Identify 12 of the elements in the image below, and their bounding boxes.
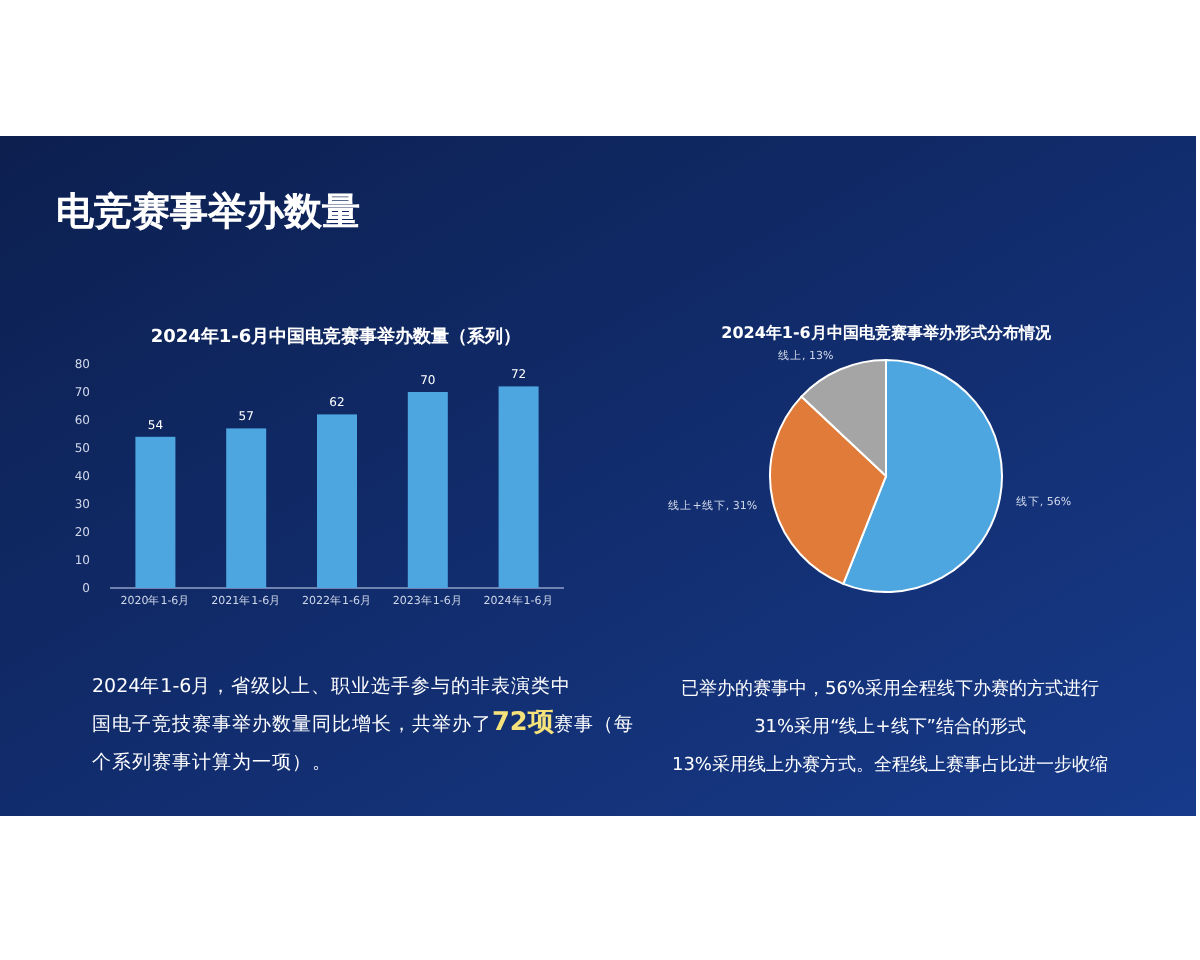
bar xyxy=(226,428,267,588)
bar xyxy=(407,392,448,588)
chart-title: 2024年1-6月中国电竞赛事举办数量（系列） xyxy=(150,326,522,348)
bar xyxy=(498,386,539,588)
text: 已举办的赛事中，56%采用全程线下办赛的方式进行 xyxy=(680,678,1100,700)
text: 2024年1-6月，省级以上、职业选手参与的非表演类中国电子竞技赛事举办数量同比增长，共举办了72项赛事（每个系列赛事计算为一项）。 xyxy=(92,676,634,774)
bar xyxy=(135,436,176,588)
text: 31%采用“线上+线下”结合的形式 xyxy=(754,716,1026,738)
bar xyxy=(317,414,357,588)
text: 13%采用线上办赛方式。全程线上赛事占比进一步收缩 xyxy=(671,754,1109,776)
chart-title: 2024年1-6月中国电竞赛事举办形式分布情况 xyxy=(721,322,1053,342)
text: 电竞赛事举办数量 xyxy=(56,190,360,234)
